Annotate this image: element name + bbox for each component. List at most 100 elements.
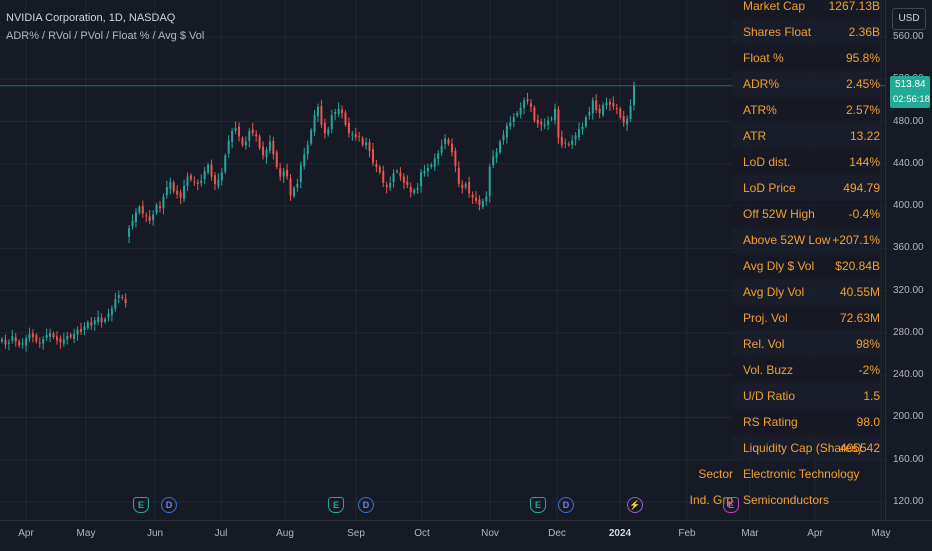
candle-body xyxy=(430,164,433,167)
candle-body xyxy=(66,336,69,340)
candle-body xyxy=(450,143,453,153)
stats-value: 1267.13B xyxy=(828,0,880,13)
candle-body xyxy=(28,333,31,339)
candle-body xyxy=(382,171,385,183)
earnings-icon[interactable]: E xyxy=(723,497,739,513)
stats-value: 98.0 xyxy=(856,415,880,429)
time-tick-label: Apr xyxy=(18,528,34,539)
candle-body xyxy=(591,100,594,114)
candle-body xyxy=(93,320,96,325)
candle-body xyxy=(413,190,416,193)
stats-row: Avg Dly $ Vol $20.84B xyxy=(732,253,880,279)
candle-body xyxy=(38,342,41,344)
candlestick-series xyxy=(1,81,635,352)
industry-row: Ind. Grp Semiconductors xyxy=(690,487,880,513)
stats-label: Rel. Vol xyxy=(743,337,785,351)
time-axis[interactable] xyxy=(0,520,932,551)
candle-body xyxy=(114,299,117,309)
candle-body xyxy=(134,212,137,223)
candle-body xyxy=(581,126,584,130)
time-tick-label: Nov xyxy=(481,528,499,539)
candle-body xyxy=(323,122,326,134)
stats-row: Proj. Vol 72.63M xyxy=(732,305,880,331)
sector-row: Sector Electronic Technology xyxy=(698,461,880,487)
dividend-icon[interactable]: D xyxy=(358,497,374,513)
stats-row: Vol. Buzz -2% xyxy=(732,357,880,383)
indicator-legend[interactable]: ADR% / RVol / PVol / Float % / Avg $ Vol xyxy=(6,30,205,42)
stats-row: U/D Ratio 1.5 xyxy=(732,383,880,409)
candle-body xyxy=(227,140,230,154)
candle-body xyxy=(152,214,155,221)
industry-row-value: Semiconductors xyxy=(743,493,830,507)
candle-body xyxy=(365,142,368,146)
candle-body xyxy=(588,112,591,116)
candle-body xyxy=(475,197,477,201)
stats-label: LoD dist. xyxy=(743,155,791,169)
candle-body xyxy=(478,199,481,206)
candle-body xyxy=(248,131,251,141)
candle-body xyxy=(327,128,330,135)
earnings-icon[interactable]: E xyxy=(328,497,344,513)
stats-label: Off 52W High xyxy=(743,207,815,221)
industry-row-label: Ind. Grp xyxy=(689,493,733,507)
price-axis[interactable] xyxy=(885,0,932,520)
candle-body xyxy=(347,122,350,134)
candle-body xyxy=(299,164,302,182)
candle-body xyxy=(7,342,10,344)
currency-button[interactable]: USD xyxy=(892,8,926,30)
candle-body xyxy=(207,164,210,173)
candle-body xyxy=(210,164,213,177)
candle-body xyxy=(1,339,3,342)
dividend-icon[interactable]: D xyxy=(558,497,574,513)
time-tick-label: May xyxy=(871,528,891,539)
candle-body xyxy=(189,175,192,180)
candle-body xyxy=(25,338,28,346)
candle-body xyxy=(495,152,498,158)
candle-body xyxy=(543,124,546,126)
candle-body xyxy=(540,121,543,125)
candle-body xyxy=(488,166,491,196)
stats-value: 13.22 xyxy=(849,129,880,143)
stats-label: Vol. Buzz xyxy=(743,363,794,377)
time-tick-label: Apr xyxy=(807,528,823,539)
candle-body xyxy=(313,115,316,132)
stats-row: Market Cap 1267.13B xyxy=(732,0,880,19)
candle-body xyxy=(554,108,556,121)
candle-body xyxy=(289,178,292,196)
candle-body xyxy=(213,175,216,184)
candle-body xyxy=(629,105,632,120)
candle-body xyxy=(550,118,553,120)
candle-body xyxy=(4,339,7,345)
candle-body xyxy=(375,164,378,167)
candle-body xyxy=(358,136,361,138)
dividend-icon[interactable]: D xyxy=(161,497,177,513)
candle-body xyxy=(172,182,175,192)
candle-body xyxy=(80,329,82,332)
candle-body xyxy=(406,181,409,185)
candle-body xyxy=(557,109,560,138)
split-icon[interactable]: ⚡ xyxy=(627,497,643,513)
stats-value: 405542 xyxy=(839,441,880,455)
candle-body xyxy=(159,206,161,209)
candle-body xyxy=(97,317,100,323)
earnings-icon[interactable]: E xyxy=(133,497,149,513)
candle-body xyxy=(282,171,285,177)
price-tick-label: 320.00 xyxy=(893,284,924,296)
candle-body xyxy=(509,122,512,127)
time-tick-label: Oct xyxy=(414,528,430,539)
candle-body xyxy=(292,188,295,197)
candle-body xyxy=(354,134,357,138)
stats-row: LoD dist. 144% xyxy=(732,149,880,175)
stats-value: 2.57% xyxy=(845,103,880,117)
stats-label: Proj. Vol xyxy=(743,311,788,325)
candle-body xyxy=(169,181,172,189)
candle-body xyxy=(200,180,203,184)
candle-body xyxy=(272,140,275,155)
stats-row: ATR% 2.57% xyxy=(732,97,880,123)
price-tick-label: 360.00 xyxy=(893,242,924,254)
earnings-icon[interactable]: E xyxy=(530,497,546,513)
candle-body xyxy=(584,117,587,127)
candle-body xyxy=(35,335,38,342)
candle-body xyxy=(502,135,505,141)
candle-body xyxy=(303,154,306,167)
